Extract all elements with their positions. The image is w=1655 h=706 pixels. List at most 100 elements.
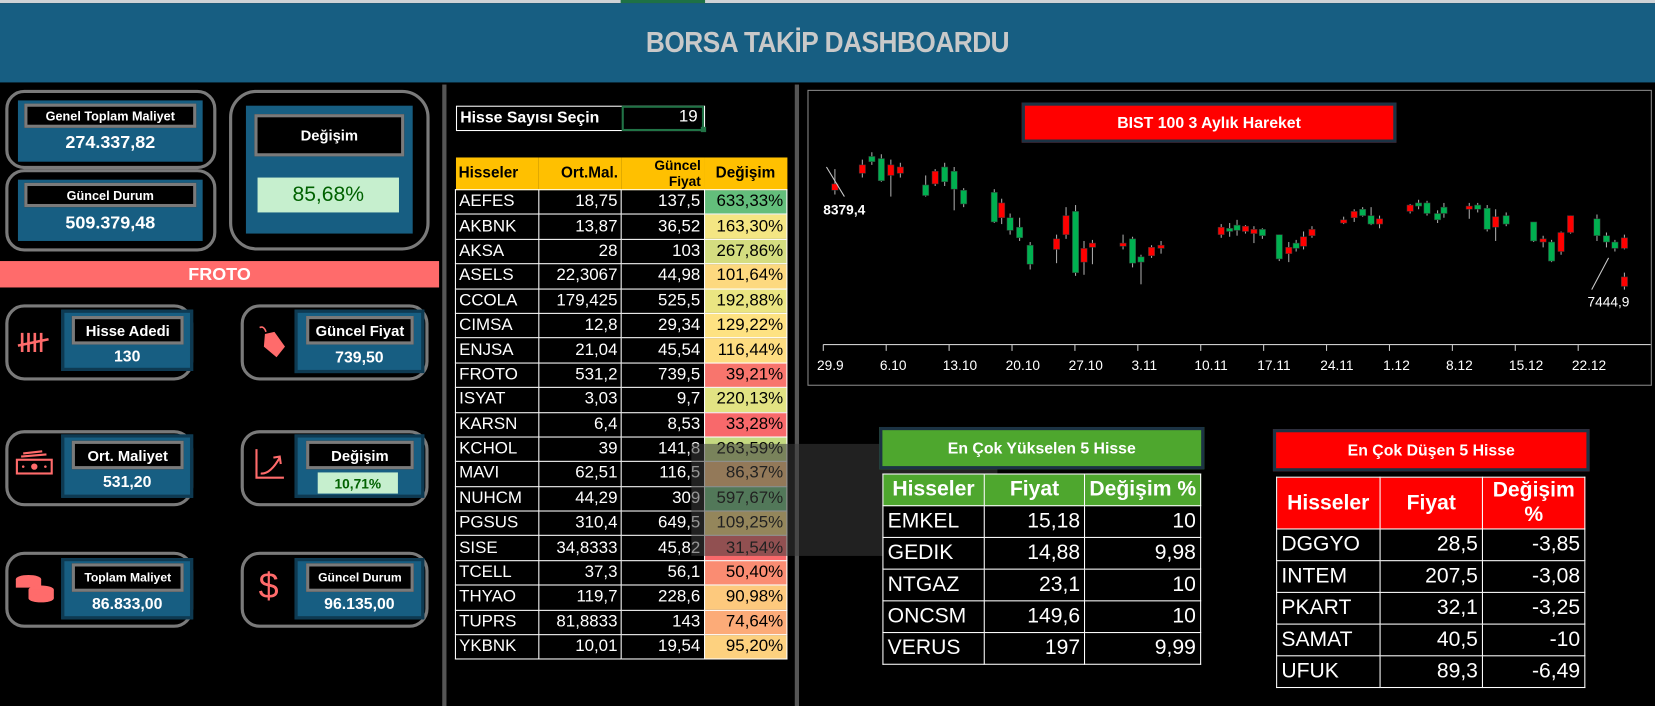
top_gainers-price[interactable]: 23,1 xyxy=(983,568,1086,602)
holding-avg-cost[interactable]: 22,3067 xyxy=(537,263,622,290)
top_losers-ticker[interactable]: UFUK xyxy=(1276,655,1381,689)
holding-change[interactable]: 220,13% xyxy=(703,386,788,413)
holding-current-price[interactable]: 19,54 xyxy=(620,634,705,660)
table-row[interactable]: EMKEL 15,18 10 xyxy=(882,505,1202,538)
holding-ticker[interactable]: ASELS xyxy=(454,263,539,290)
holding-current-price[interactable]: 45,82 xyxy=(620,535,705,562)
holding-change[interactable]: 95,20% xyxy=(703,634,788,660)
holding-row[interactable]: KARSN 6,4 8,53 33,28% xyxy=(454,411,788,438)
top_losers-price[interactable]: 28,5 xyxy=(1379,528,1484,562)
fill-handle[interactable] xyxy=(700,126,707,133)
top_gainers-ticker[interactable]: EMKEL xyxy=(882,505,985,538)
holding-ticker[interactable]: PGSUS xyxy=(454,510,539,537)
top_gainers-change[interactable]: 9,99 xyxy=(1084,632,1202,665)
holding-row[interactable]: CIMSA 12,8 29,34 129,22% xyxy=(454,312,788,339)
holding-row[interactable]: ASELS 22,3067 44,98 101,64% xyxy=(454,263,788,290)
holding-current-price[interactable]: 56,1 xyxy=(620,559,705,586)
holding-avg-cost[interactable]: 44,29 xyxy=(537,485,622,512)
stock-count-input[interactable]: 19 xyxy=(621,105,705,132)
holding-avg-cost[interactable]: 10,01 xyxy=(537,634,622,660)
holding-ticker[interactable]: CIMSA xyxy=(454,312,539,339)
top_gainers-price[interactable]: 197 xyxy=(983,632,1086,665)
holding-change[interactable]: 90,98% xyxy=(703,584,788,611)
holding-row[interactable]: FROTO 531,2 739,5 39,21% xyxy=(454,362,788,389)
holding-current-price[interactable]: 103 xyxy=(620,238,705,265)
holding-change[interactable]: 129,22% xyxy=(703,312,788,339)
holding-current-price[interactable]: 228,6 xyxy=(620,584,705,611)
holding-current-price[interactable]: 116,5 xyxy=(620,461,705,487)
holding-change[interactable]: 192,88% xyxy=(703,288,788,314)
holding-avg-cost[interactable]: 531,2 xyxy=(537,362,622,389)
holding-ticker[interactable]: SISE xyxy=(454,535,539,562)
holding-ticker[interactable]: AEFES xyxy=(454,189,539,215)
top_losers-ticker[interactable]: SAMAT xyxy=(1276,623,1381,657)
top_gainers-ticker[interactable]: ONCSM xyxy=(882,600,985,634)
holding-ticker[interactable]: NUHCM xyxy=(454,485,539,512)
holding-current-price[interactable]: 739,5 xyxy=(620,362,705,389)
table-row[interactable]: INTEM 207,5 -3,08 xyxy=(1276,560,1586,593)
holding-current-price[interactable]: 45,54 xyxy=(620,337,705,364)
holding-change[interactable]: 74,64% xyxy=(703,609,788,636)
holding-avg-cost[interactable]: 13,87 xyxy=(537,213,622,240)
holding-avg-cost[interactable]: 81,8833 xyxy=(537,609,622,636)
holding-ticker[interactable]: TUPRS xyxy=(454,609,539,636)
holding-current-price[interactable]: 9,7 xyxy=(620,386,705,413)
holding-current-price[interactable]: 29,34 xyxy=(620,312,705,339)
holding-avg-cost[interactable]: 21,04 xyxy=(537,337,622,364)
top_losers-price[interactable]: 40,5 xyxy=(1379,623,1484,657)
holding-ticker[interactable]: KCHOL xyxy=(454,436,539,463)
top_gainers-price[interactable]: 149,6 xyxy=(983,600,1086,634)
table-row[interactable]: PKART 32,1 -3,25 xyxy=(1276,591,1586,625)
holding-ticker[interactable]: ISYAT xyxy=(454,386,539,413)
holding-row[interactable]: CCOLA 179,425 525,5 192,88% xyxy=(454,288,788,314)
table-row[interactable]: SAMAT 40,5 -10 xyxy=(1276,623,1586,657)
holding-current-price[interactable]: 36,52 xyxy=(620,213,705,240)
holding-ticker[interactable]: YKBNK xyxy=(454,634,539,660)
holding-row[interactable]: AKBNK 13,87 36,52 163,30% xyxy=(454,213,788,240)
holding-row[interactable]: YKBNK 10,01 19,54 95,20% xyxy=(454,634,788,660)
table-row[interactable]: UFUK 89,3 -6,49 xyxy=(1276,655,1586,689)
top_losers-change[interactable]: -3,85 xyxy=(1482,528,1586,562)
holding-avg-cost[interactable]: 310,4 xyxy=(537,510,622,537)
holding-change[interactable]: 163,30% xyxy=(703,213,788,240)
top_gainers-price[interactable]: 14,88 xyxy=(983,536,1086,570)
top_gainers-ticker[interactable]: VERUS xyxy=(882,632,985,665)
top_gainers-price[interactable]: 15,18 xyxy=(983,505,1086,538)
holding-row[interactable]: ENJSA 21,04 45,54 116,44% xyxy=(454,337,788,364)
holding-row[interactable]: THYAO 119,7 228,6 90,98% xyxy=(454,584,788,611)
holding-current-price[interactable]: 649,5 xyxy=(620,510,705,537)
holding-current-price[interactable]: 309 xyxy=(620,485,705,512)
top_losers-change[interactable]: -3,25 xyxy=(1482,591,1586,625)
holding-avg-cost[interactable]: 39 xyxy=(537,436,622,463)
holding-ticker[interactable]: CCOLA xyxy=(454,288,539,314)
holding-current-price[interactable]: 525,5 xyxy=(620,288,705,314)
holding-ticker[interactable]: AKBNK xyxy=(454,213,539,240)
holding-row[interactable]: AKSA 28 103 267,86% xyxy=(454,238,788,265)
top_losers-price[interactable]: 32,1 xyxy=(1379,591,1484,625)
holding-ticker[interactable]: AKSA xyxy=(454,238,539,265)
holding-change[interactable]: 116,44% xyxy=(703,337,788,364)
holding-avg-cost[interactable]: 34,8333 xyxy=(537,535,622,562)
table-row[interactable]: VERUS 197 9,99 xyxy=(882,632,1202,665)
holding-avg-cost[interactable]: 18,75 xyxy=(537,189,622,215)
top_losers-price[interactable]: 89,3 xyxy=(1379,655,1484,689)
top_losers-ticker[interactable]: PKART xyxy=(1276,591,1381,625)
holding-ticker[interactable]: TCELL xyxy=(454,559,539,586)
holding-current-price[interactable]: 44,98 xyxy=(620,263,705,290)
holding-ticker[interactable]: FROTO xyxy=(454,362,539,389)
top_losers-change[interactable]: -3,08 xyxy=(1482,560,1586,593)
top_losers-ticker[interactable]: INTEM xyxy=(1276,560,1381,593)
top_losers-change[interactable]: -6,49 xyxy=(1482,655,1586,689)
holding-avg-cost[interactable]: 62,51 xyxy=(537,461,622,487)
top_gainers-change[interactable]: 10 xyxy=(1084,600,1202,634)
holding-row[interactable]: TUPRS 81,8833 143 74,64% xyxy=(454,609,788,636)
top_gainers-change[interactable]: 9,98 xyxy=(1084,536,1202,570)
holding-change[interactable]: 633,33% xyxy=(703,189,788,215)
holding-ticker[interactable]: MAVI xyxy=(454,461,539,487)
table-row[interactable]: ONCSM 149,6 10 xyxy=(882,600,1202,634)
holding-change[interactable]: 33,28% xyxy=(703,411,788,438)
table-row[interactable]: DGGYO 28,5 -3,85 xyxy=(1276,528,1586,562)
holding-avg-cost[interactable]: 6,4 xyxy=(537,411,622,438)
table-row[interactable]: NTGAZ 23,1 10 xyxy=(882,568,1202,602)
holding-current-price[interactable]: 143 xyxy=(620,609,705,636)
